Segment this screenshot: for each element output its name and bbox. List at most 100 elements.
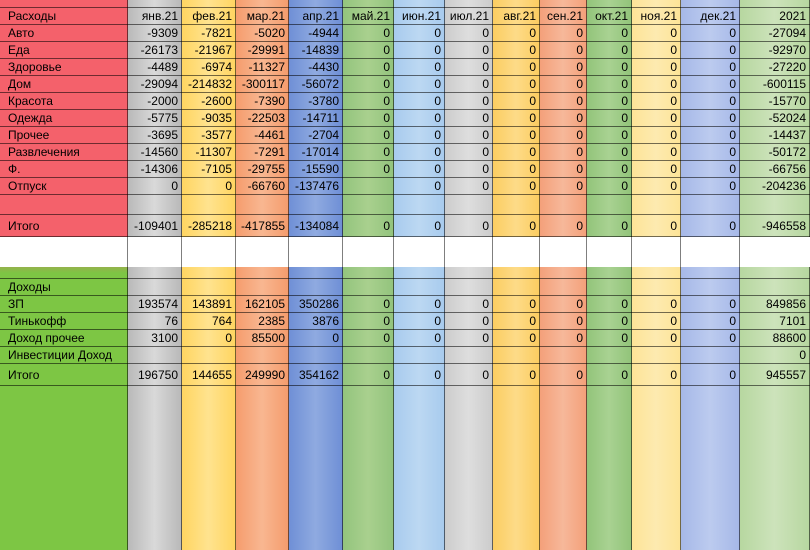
expense-value-cell: -3780 <box>308 94 339 108</box>
grid-line <box>342 237 343 267</box>
expense-value-cell: 0 <box>434 145 441 159</box>
month-column-bg <box>587 0 632 550</box>
expense-value-cell: -14839 <box>301 43 339 57</box>
income-total-cell: 0 <box>670 368 677 382</box>
expense-value-cell: -7105 <box>201 162 232 176</box>
expense-value-cell: 0 <box>670 43 677 57</box>
expense-value-cell: 0 <box>383 145 390 159</box>
income-value-cell <box>236 347 289 364</box>
income-value-cell: 0 <box>799 348 806 362</box>
income-value-cell: 0 <box>670 331 677 345</box>
income-value-cell <box>182 347 236 364</box>
month-column-bg <box>236 0 289 550</box>
month-column-bg <box>394 0 445 550</box>
expense-value-cell: -4461 <box>254 128 285 142</box>
expense-value-cell: 0 <box>434 43 441 57</box>
expense-value-cell: -300117 <box>241 77 285 91</box>
expenses-total-cell: -946558 <box>761 219 806 233</box>
income-value-cell: 2385 <box>258 314 285 328</box>
expense-value-cell: 0 <box>383 94 390 108</box>
expense-value-cell: -21967 <box>194 43 232 57</box>
expense-value-cell: -22503 <box>247 111 285 125</box>
income-total-cell: 249990 <box>244 368 285 382</box>
expense-value-cell: 0 <box>670 77 677 91</box>
expense-value-cell: 0 <box>576 60 583 74</box>
month-column-bg <box>182 0 236 550</box>
income-value-cell: 350286 <box>298 297 339 311</box>
expense-category-label: Здоровье <box>8 60 62 74</box>
expense-value-cell: 0 <box>383 43 390 57</box>
expense-value-cell: 0 <box>383 60 390 74</box>
expense-value-cell: -14711 <box>302 111 339 125</box>
income-value-cell <box>343 347 394 364</box>
expense-value-cell <box>343 178 394 195</box>
expense-value-cell: 0 <box>729 128 736 142</box>
expense-value-cell: 0 <box>529 128 536 142</box>
income-value-cell: 0 <box>383 314 390 328</box>
expense-value-cell: -600115 <box>762 77 806 91</box>
row-border <box>0 278 810 279</box>
expense-value-cell: 0 <box>576 43 583 57</box>
month-header: дек.21 <box>700 9 736 23</box>
income-total-cell: 144655 <box>191 368 232 382</box>
expense-value-cell: -52024 <box>768 111 806 125</box>
expense-value-cell: -5775 <box>147 111 178 125</box>
expense-value-cell: 0 <box>529 77 536 91</box>
income-category-label: Инвестиции Доход <box>8 348 113 362</box>
income-value-cell: 0 <box>383 297 390 311</box>
expense-value-cell: 0 <box>670 26 677 40</box>
row-border <box>0 177 810 178</box>
income-category-label: Доход прочее <box>8 331 85 345</box>
income-value-cell: 0 <box>225 331 232 345</box>
income-value-cell: 0 <box>529 297 536 311</box>
expenses-total-cell: 0 <box>576 219 583 233</box>
row-border <box>0 109 810 110</box>
expense-value-cell: 0 <box>621 162 628 176</box>
expense-value-cell: 0 <box>529 94 536 108</box>
expense-value-cell: 0 <box>482 26 489 40</box>
month-column-bg <box>289 0 343 550</box>
expense-value-cell: -50172 <box>768 145 806 159</box>
income-value-cell: 0 <box>482 297 489 311</box>
expenses-total-cell: 0 <box>621 219 628 233</box>
row-border <box>0 295 810 296</box>
month-header: фев.21 <box>192 9 232 23</box>
month-column-bg <box>343 0 394 550</box>
income-value-cell <box>445 347 493 364</box>
expense-value-cell: 0 <box>482 111 489 125</box>
income-value-cell <box>540 347 587 364</box>
expense-value-cell: 0 <box>434 179 441 193</box>
expense-value-cell: 0 <box>621 128 628 142</box>
expense-value-cell: 0 <box>383 128 390 142</box>
expense-value-cell: 0 <box>434 60 441 74</box>
expenses-total-cell: -285218 <box>187 219 232 233</box>
row-border <box>0 312 810 313</box>
income-value-cell: 0 <box>621 331 628 345</box>
expense-value-cell: 0 <box>621 94 628 108</box>
expense-value-cell: -14437 <box>768 128 806 142</box>
expense-value-cell: 0 <box>482 60 489 74</box>
grid-line <box>127 237 128 267</box>
expense-value-cell: -9309 <box>147 26 178 40</box>
expense-value-cell: 0 <box>670 60 677 74</box>
grid-line <box>444 237 445 267</box>
income-value-cell: 0 <box>482 331 489 345</box>
income-value-cell: 0 <box>482 314 489 328</box>
income-value-cell: 3876 <box>312 314 339 328</box>
expense-value-cell: 0 <box>434 94 441 108</box>
expense-value-cell: 0 <box>529 162 536 176</box>
label-column-bg <box>0 0 128 550</box>
expense-value-cell: -4944 <box>308 26 339 40</box>
expense-value-cell: 0 <box>621 145 628 159</box>
expense-value-cell: 0 <box>729 60 736 74</box>
income-value-cell <box>394 347 445 364</box>
expense-value-cell: -27220 <box>768 60 806 74</box>
income-value-cell <box>681 347 740 364</box>
expense-value-cell: 0 <box>225 179 232 193</box>
grid-line <box>393 237 394 267</box>
expense-category-label: Развлечения <box>8 145 80 159</box>
month-column-bg <box>445 0 493 550</box>
row-border <box>0 7 810 8</box>
expenses-header-label: Расходы <box>8 9 57 23</box>
income-value-cell: 0 <box>576 297 583 311</box>
